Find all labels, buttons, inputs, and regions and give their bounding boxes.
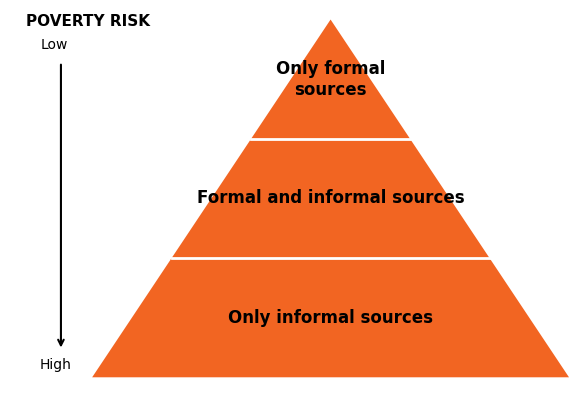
- Text: Formal and informal sources: Formal and informal sources: [197, 189, 464, 208]
- Polygon shape: [92, 20, 569, 377]
- Text: POVERTY RISK: POVERTY RISK: [26, 14, 150, 29]
- Text: High: High: [39, 358, 71, 372]
- Text: Only informal sources: Only informal sources: [228, 309, 433, 327]
- Text: Only formal
sources: Only formal sources: [276, 60, 385, 99]
- Text: Low: Low: [41, 38, 69, 51]
